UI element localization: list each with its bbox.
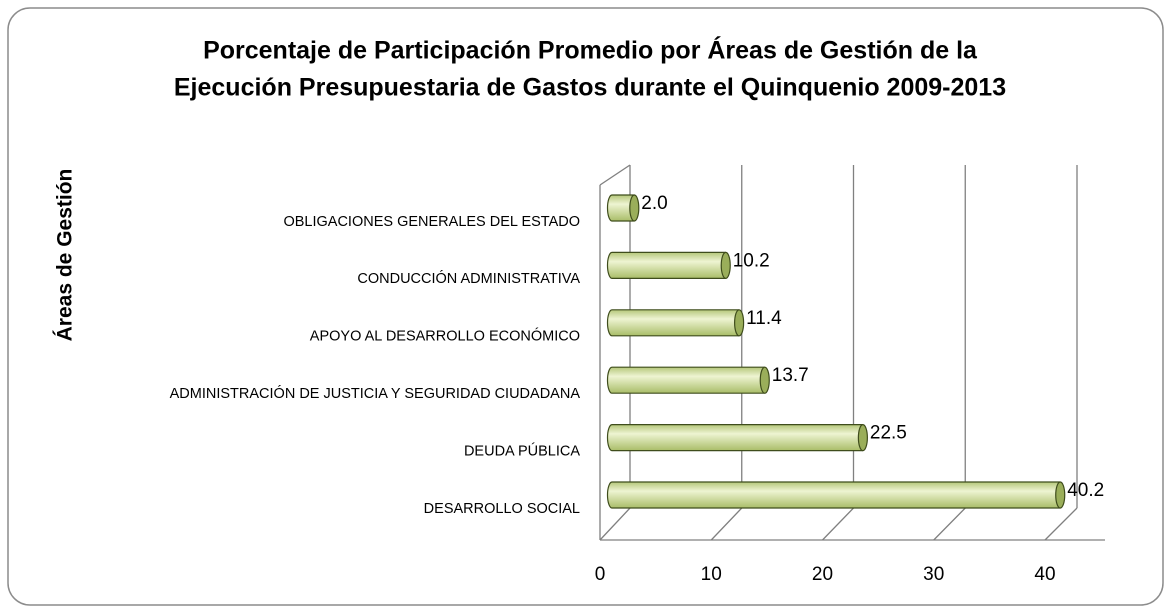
bar [606, 481, 1061, 509]
category-label: DESARROLLO SOCIAL [424, 501, 580, 517]
bar-cap [629, 194, 640, 222]
floor-grid-line [710, 507, 743, 541]
y-axis-label: Áreas de Gestión [54, 169, 77, 342]
value-label: 10.2 [733, 250, 770, 271]
category-label: APOYO AL DESARROLLO ECONÓMICO [310, 328, 580, 345]
category-label: ADMINISTRACIÓN DE JUSTICIA Y SEGURIDAD C… [170, 385, 581, 402]
bar [606, 366, 765, 394]
value-label: 2.0 [641, 193, 667, 214]
x-tick-label: 10 [701, 564, 722, 585]
x-tick-label: 0 [595, 564, 606, 585]
floor-grid-line [1044, 507, 1078, 541]
bar [606, 309, 740, 337]
category-label: DEUDA PÚBLICA [464, 442, 580, 459]
bar-cap [759, 366, 770, 394]
value-label: 11.4 [746, 308, 782, 329]
floor-grid-line [933, 507, 966, 541]
bar-cap [734, 309, 745, 337]
bar [606, 194, 635, 222]
category-label: OBLIGACIONES GENERALES DEL ESTADO [283, 214, 580, 230]
x-tick-label: 20 [812, 564, 833, 585]
chart-frame [7, 7, 1164, 606]
bar-cap [720, 251, 731, 279]
value-label: 40.2 [1067, 480, 1104, 501]
wall-edge [599, 164, 631, 186]
bar-cap [857, 424, 868, 452]
category-label: CONDUCCIÓN ADMINISTRATIVA [357, 270, 580, 287]
chart-title: Ejecución Presupuestaria de Gastos duran… [174, 74, 1006, 102]
chart-title: Porcentaje de Participación Promedio por… [203, 36, 978, 65]
bar [606, 251, 726, 279]
bar-cap [1055, 481, 1066, 509]
value-label: 22.5 [870, 423, 907, 444]
floor-grid-line [599, 507, 631, 541]
floor-grid-line [822, 507, 854, 541]
x-tick-label: 30 [923, 564, 944, 585]
value-label: 13.7 [772, 365, 809, 386]
bar [606, 424, 863, 452]
x-tick-label: 40 [1034, 564, 1055, 585]
